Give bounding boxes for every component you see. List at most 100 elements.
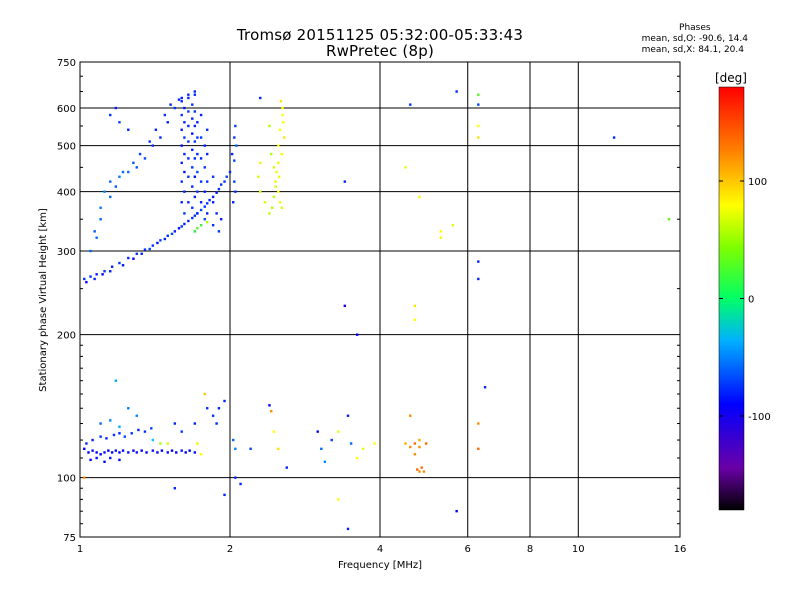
y-axis-label: Stationary phase Virtual Height [km] xyxy=(38,208,49,392)
data-point xyxy=(114,106,118,110)
data-point xyxy=(118,432,121,435)
data-point xyxy=(477,422,480,425)
data-point xyxy=(612,136,616,139)
data-point xyxy=(205,202,209,205)
data-point xyxy=(193,195,197,199)
data-point xyxy=(281,113,284,117)
data-point xyxy=(159,442,162,445)
data-point xyxy=(191,216,194,220)
data-point xyxy=(183,170,186,174)
data-point xyxy=(409,414,412,417)
data-point xyxy=(180,430,183,433)
data-point xyxy=(199,113,203,117)
data-point xyxy=(283,136,286,139)
data-point xyxy=(183,222,186,226)
data-point xyxy=(180,180,183,183)
data-point xyxy=(127,256,130,260)
data-point xyxy=(110,451,114,454)
data-point xyxy=(193,175,197,178)
data-point xyxy=(219,218,223,221)
data-point xyxy=(259,190,262,193)
data-point xyxy=(196,442,199,445)
data-point xyxy=(268,124,271,128)
data-point xyxy=(215,212,218,215)
data-point xyxy=(203,392,206,396)
data-point xyxy=(180,96,183,100)
data-point xyxy=(109,419,112,422)
data-point xyxy=(99,422,102,425)
data-point xyxy=(187,110,190,113)
data-point xyxy=(127,170,130,174)
data-point xyxy=(249,447,252,451)
data-point xyxy=(196,227,199,230)
data-point xyxy=(415,468,419,471)
phase-stats: Phases mean, sd,O: -90.6, 14.4 mean, sd,… xyxy=(642,23,748,56)
data-point xyxy=(455,90,458,93)
data-point xyxy=(223,493,226,497)
data-point xyxy=(223,180,226,183)
data-point xyxy=(143,157,147,160)
data-point xyxy=(355,456,359,460)
data-point xyxy=(156,451,159,454)
data-point xyxy=(151,438,155,442)
data-point xyxy=(187,219,190,223)
y-tick-label: 750 xyxy=(57,58,76,69)
data-point xyxy=(199,453,203,456)
data-point xyxy=(219,183,223,186)
y-tick-label: 400 xyxy=(57,188,76,199)
data-point xyxy=(346,527,350,531)
data-point xyxy=(230,152,234,156)
data-point xyxy=(99,453,102,456)
data-point xyxy=(277,144,280,147)
data-point xyxy=(203,205,206,208)
x-tick-label: 16 xyxy=(674,544,687,555)
data-point xyxy=(413,453,417,456)
data-point xyxy=(203,218,206,221)
data-point xyxy=(343,304,347,308)
data-point xyxy=(232,438,235,442)
data-point xyxy=(278,201,282,204)
data-point xyxy=(163,237,167,241)
data-point xyxy=(193,110,197,113)
data-point xyxy=(99,435,102,438)
data-point xyxy=(156,241,159,245)
data-point xyxy=(277,190,280,193)
data-point xyxy=(275,170,278,174)
data-point xyxy=(114,449,118,452)
data-point xyxy=(145,451,148,454)
data-point xyxy=(361,447,365,451)
data-point xyxy=(193,90,197,93)
data-point xyxy=(93,277,96,281)
data-point xyxy=(99,206,102,209)
data-point xyxy=(196,170,199,174)
data-point xyxy=(455,509,458,513)
data-point xyxy=(166,451,169,454)
data-point xyxy=(409,445,412,449)
data-point xyxy=(193,422,197,425)
data-point xyxy=(159,136,162,139)
data-point xyxy=(173,422,177,425)
data-point xyxy=(422,470,426,473)
colorbar xyxy=(718,86,745,511)
data-point xyxy=(279,100,283,103)
data-point xyxy=(199,180,203,183)
phase-stats-x-mode: mean, sd,X: 84.1, 20.4 xyxy=(641,45,744,55)
colorbar-ticks: 100 0 -100 xyxy=(719,177,771,423)
data-point xyxy=(280,206,283,209)
y-tick-label: 300 xyxy=(57,247,76,258)
data-point xyxy=(439,230,443,233)
data-point xyxy=(83,447,86,451)
data-point xyxy=(270,410,273,413)
data-point xyxy=(205,212,209,215)
data-point xyxy=(193,157,197,160)
data-point xyxy=(234,190,237,193)
data-point xyxy=(409,103,412,106)
data-point xyxy=(424,442,428,445)
data-point xyxy=(191,185,194,188)
x-axis-label: Frequency [MHz] xyxy=(338,560,422,571)
colorbar-tick-label: 0 xyxy=(748,295,754,306)
data-point xyxy=(483,386,487,389)
data-point xyxy=(203,190,206,193)
data-point xyxy=(232,201,235,204)
chart-subtitle: RwPretec (8p) xyxy=(325,42,435,60)
